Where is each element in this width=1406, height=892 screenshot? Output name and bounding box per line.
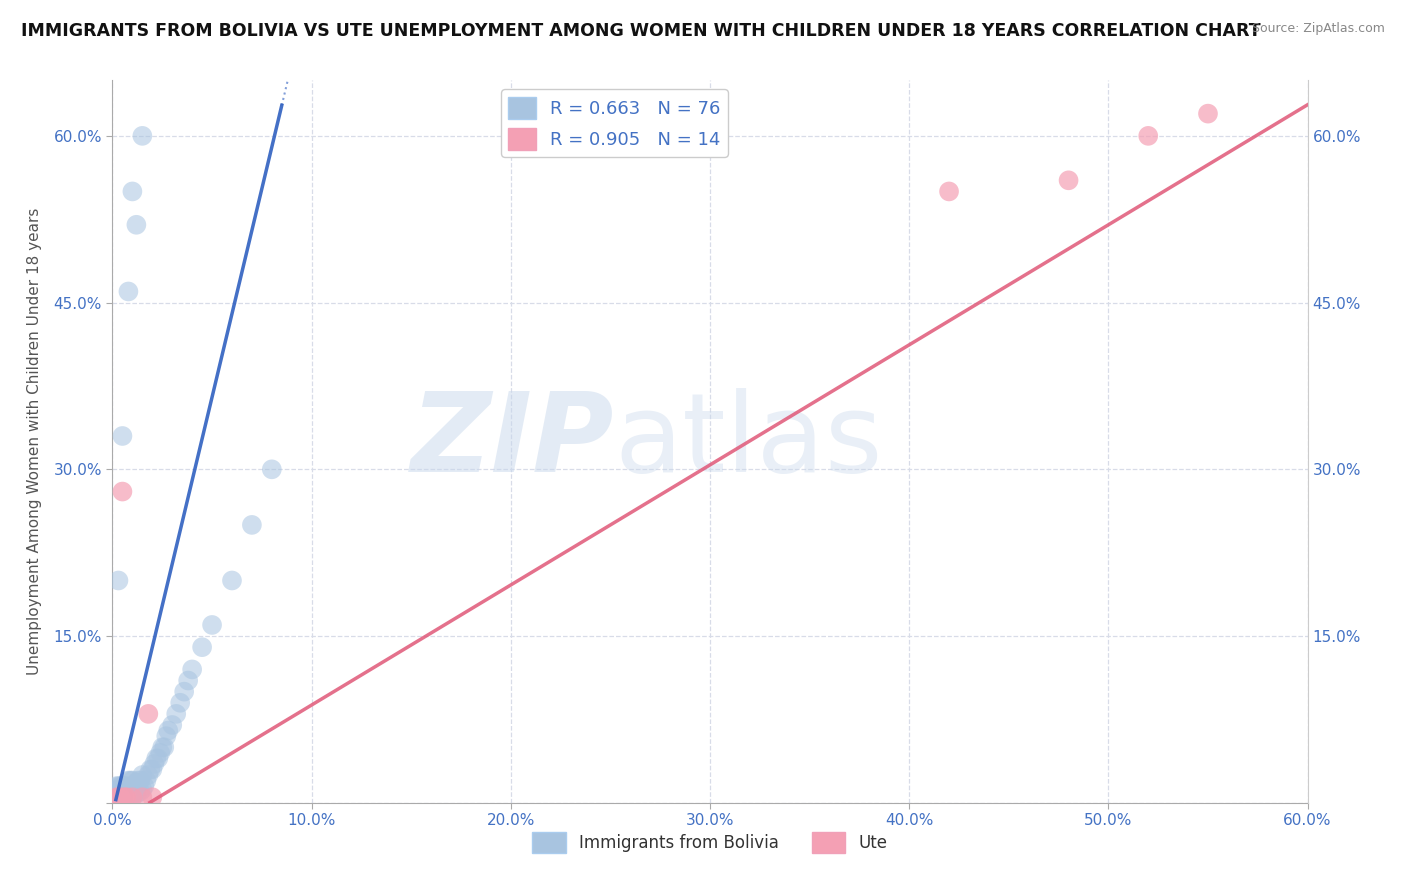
Point bbox=[111, 779, 134, 793]
Point bbox=[191, 640, 214, 655]
Point bbox=[117, 785, 139, 799]
Point bbox=[173, 684, 195, 698]
Point bbox=[1197, 106, 1219, 120]
Point bbox=[103, 785, 125, 799]
Point bbox=[240, 517, 263, 532]
Point bbox=[127, 785, 149, 799]
Point bbox=[165, 706, 187, 721]
Point bbox=[1137, 128, 1160, 143]
Point bbox=[121, 790, 143, 805]
Point bbox=[169, 696, 191, 710]
Point bbox=[114, 779, 135, 793]
Point bbox=[143, 756, 166, 771]
Point bbox=[134, 779, 156, 793]
Point bbox=[107, 779, 129, 793]
Point bbox=[149, 746, 172, 760]
Point bbox=[115, 779, 138, 793]
Point bbox=[131, 128, 153, 143]
Point bbox=[105, 785, 128, 799]
Point bbox=[111, 484, 134, 499]
Point bbox=[110, 785, 132, 799]
Text: atlas: atlas bbox=[614, 388, 883, 495]
Point bbox=[131, 790, 153, 805]
Point bbox=[115, 790, 138, 805]
Point bbox=[120, 785, 142, 799]
Point bbox=[129, 773, 152, 788]
Point bbox=[150, 740, 173, 755]
Point bbox=[105, 790, 128, 805]
Point bbox=[105, 790, 128, 805]
Point bbox=[1057, 173, 1080, 187]
Point bbox=[117, 790, 139, 805]
Point bbox=[120, 773, 142, 788]
Point bbox=[148, 751, 170, 765]
Point bbox=[121, 185, 143, 199]
Point bbox=[938, 185, 960, 199]
Point bbox=[107, 785, 129, 799]
Point bbox=[111, 782, 134, 797]
Point bbox=[107, 790, 129, 805]
Point bbox=[107, 787, 129, 801]
Point bbox=[110, 790, 132, 805]
Point bbox=[110, 790, 132, 805]
Point bbox=[117, 773, 139, 788]
Point bbox=[111, 785, 134, 799]
Point bbox=[127, 773, 149, 788]
Point bbox=[105, 787, 128, 801]
Point bbox=[111, 787, 134, 801]
Point bbox=[131, 782, 153, 797]
Point bbox=[110, 787, 132, 801]
Point bbox=[177, 673, 200, 688]
Point bbox=[129, 785, 152, 799]
Point bbox=[157, 723, 180, 738]
Point bbox=[181, 662, 204, 676]
Point bbox=[114, 790, 135, 805]
Point bbox=[155, 729, 177, 743]
Point bbox=[117, 285, 139, 299]
Point bbox=[138, 706, 160, 721]
Point bbox=[114, 790, 135, 805]
Point bbox=[111, 790, 134, 805]
Y-axis label: Unemployment Among Women with Children Under 18 years: Unemployment Among Women with Children U… bbox=[28, 208, 42, 675]
Text: IMMIGRANTS FROM BOLIVIA VS UTE UNEMPLOYMENT AMONG WOMEN WITH CHILDREN UNDER 18 Y: IMMIGRANTS FROM BOLIVIA VS UTE UNEMPLOYM… bbox=[21, 22, 1261, 40]
Point bbox=[124, 779, 146, 793]
Point bbox=[121, 773, 143, 788]
Point bbox=[115, 790, 138, 805]
Point bbox=[125, 787, 148, 801]
Point bbox=[162, 718, 183, 732]
Point bbox=[131, 768, 153, 782]
Text: ZIP: ZIP bbox=[411, 388, 614, 495]
Point bbox=[124, 787, 146, 801]
Point bbox=[110, 779, 132, 793]
Point bbox=[114, 785, 135, 799]
Point bbox=[107, 574, 129, 588]
Text: Source: ZipAtlas.com: Source: ZipAtlas.com bbox=[1251, 22, 1385, 36]
Point bbox=[103, 787, 125, 801]
Point bbox=[103, 790, 125, 805]
Point bbox=[138, 768, 160, 782]
Point bbox=[125, 776, 148, 790]
Point bbox=[107, 782, 129, 797]
Point bbox=[115, 785, 138, 799]
Point bbox=[221, 574, 243, 588]
Legend: Immigrants from Bolivia, Ute: Immigrants from Bolivia, Ute bbox=[526, 826, 894, 860]
Point bbox=[111, 429, 134, 443]
Point bbox=[105, 779, 128, 793]
Point bbox=[139, 763, 162, 777]
Point bbox=[121, 790, 143, 805]
Point bbox=[141, 790, 163, 805]
Point bbox=[201, 618, 224, 632]
Point bbox=[141, 763, 163, 777]
Point bbox=[125, 218, 148, 232]
Point bbox=[107, 790, 129, 805]
Point bbox=[120, 790, 142, 805]
Point bbox=[260, 462, 283, 476]
Point bbox=[145, 751, 167, 765]
Point bbox=[135, 773, 157, 788]
Point bbox=[153, 740, 176, 755]
Point bbox=[121, 785, 143, 799]
